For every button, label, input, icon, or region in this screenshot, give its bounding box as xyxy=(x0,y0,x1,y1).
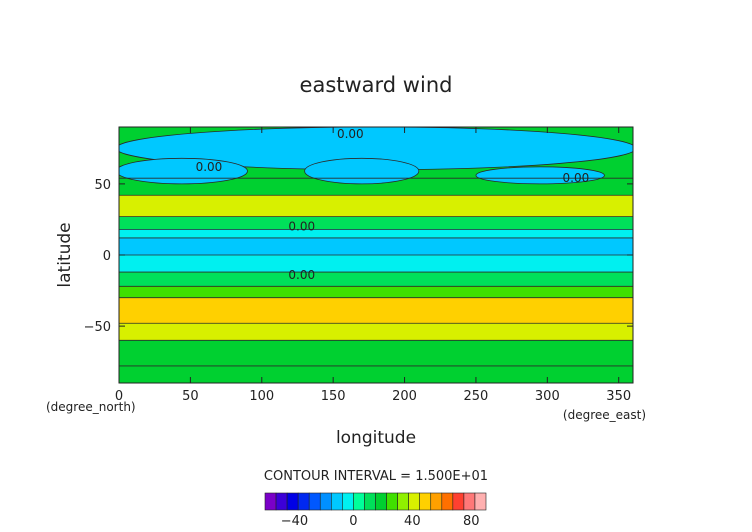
colorbar-swatch-4 xyxy=(308,492,321,511)
contour-band-5 xyxy=(119,272,633,287)
colorbar-swatch-8 xyxy=(353,492,365,511)
x-tick-label-4: 200 xyxy=(392,389,417,404)
y-tick-label-0: −50 xyxy=(84,320,111,335)
x-axis-title: longitude xyxy=(336,428,416,448)
contour-band-9 xyxy=(119,216,633,230)
plot-area xyxy=(119,127,633,383)
contour-label-0: 0.00 xyxy=(337,127,364,141)
colorbar-swatch-18 xyxy=(463,492,476,511)
chart-title: eastward wind xyxy=(300,73,453,97)
colorbar-swatch-3 xyxy=(297,492,310,511)
y-axis: −50 0 50 xyxy=(84,178,633,335)
negative-region-2 xyxy=(304,157,420,185)
x-tick-label-1: 50 xyxy=(182,389,199,404)
x-tick-label-5: 250 xyxy=(464,389,489,404)
colorbar-swatch-1 xyxy=(275,492,288,511)
x-tick-label-2: 100 xyxy=(249,389,274,404)
contour-band-1 xyxy=(119,340,633,366)
colorbar-swatch-16 xyxy=(441,492,454,511)
contour-band-7 xyxy=(119,237,633,255)
x-unit-label: (degree_east) xyxy=(563,408,646,422)
colorbar-swatch-9 xyxy=(364,492,376,511)
colorbar-swatch-5 xyxy=(319,492,332,511)
colorbar-swatch-19 xyxy=(474,492,487,511)
contour-label-4: 0.00 xyxy=(288,268,315,282)
x-axis: 0 50 100 150 200 250 300 350 xyxy=(115,127,631,404)
x-tick-label-3: 150 xyxy=(321,389,346,404)
colorbar-swatch-12 xyxy=(397,492,409,511)
colorbar: −40 0 40 80 xyxy=(264,492,487,529)
colorbar-swatch-11 xyxy=(386,492,398,511)
contour-interval-label: CONTOUR INTERVAL = 1.500E+01 xyxy=(264,469,488,484)
contour-lines xyxy=(119,177,633,367)
contour-label-3: 0.00 xyxy=(288,220,315,234)
colorbar-swatch-7 xyxy=(342,492,354,511)
x-tick-label-7: 350 xyxy=(606,389,631,404)
colorbar-swatch-14 xyxy=(419,492,432,511)
x-tick-label-6: 300 xyxy=(535,389,560,404)
contour-labels: 0.00 0.00 0.00 0.00 0.00 xyxy=(196,127,590,282)
colorbar-tick-label-3: 80 xyxy=(463,514,480,529)
contour-band-4 xyxy=(119,286,633,298)
colorbar-swatch-10 xyxy=(375,492,387,511)
colorbar-swatch-2 xyxy=(286,492,299,511)
negative-region-1 xyxy=(119,157,248,185)
colorbar-tick-label-2: 40 xyxy=(404,514,421,529)
colorbar-tick-label-1: 0 xyxy=(349,514,357,529)
contour-label-1: 0.00 xyxy=(196,160,223,174)
contour-band-8 xyxy=(119,229,633,238)
contour-band-6 xyxy=(119,255,633,273)
colorbar-swatch-6 xyxy=(330,492,343,511)
contour-band-10 xyxy=(119,195,633,217)
y-tick-label-2: 50 xyxy=(94,178,111,193)
y-axis-title: latitude xyxy=(55,222,75,287)
negative-region-3 xyxy=(475,166,605,185)
contour-band-3 xyxy=(119,297,633,324)
contour-band-0 xyxy=(119,365,633,383)
colorbar-swatch-15 xyxy=(430,492,443,511)
contour-band-2 xyxy=(119,323,633,341)
colorbar-swatch-17 xyxy=(452,492,465,511)
colorbar-swatch-0 xyxy=(264,492,277,511)
colorbar-tick-label-0: −40 xyxy=(281,514,308,529)
x-tick-label-0: 0 xyxy=(115,389,123,404)
y-tick-label-1: 0 xyxy=(103,249,111,264)
colorbar-swatch-13 xyxy=(408,492,420,511)
contour-label-2: 0.00 xyxy=(563,171,590,185)
y-unit-label: (degree_north) xyxy=(46,400,136,414)
